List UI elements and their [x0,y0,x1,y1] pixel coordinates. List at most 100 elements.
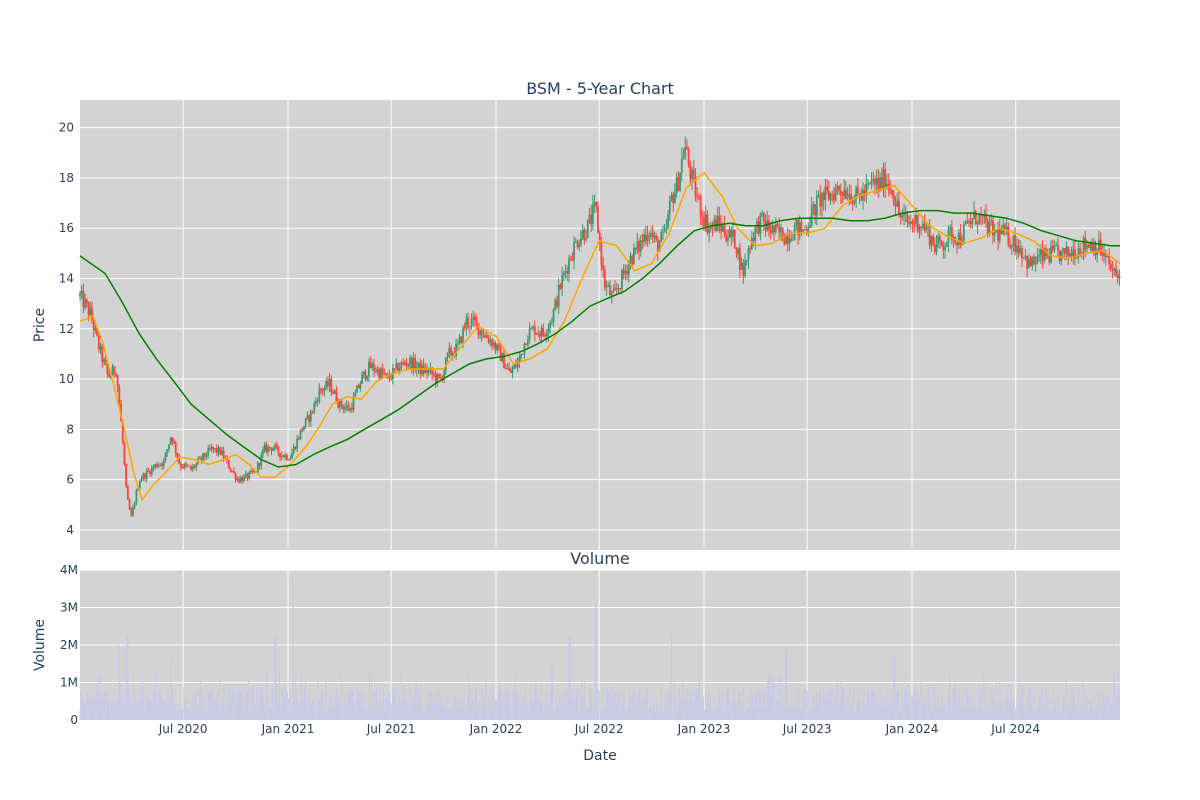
volume-bar [370,708,372,720]
candle-body [706,214,709,233]
candle-body [950,227,953,241]
volume-bar [298,700,300,720]
volume-bar [152,702,154,720]
candle-body [932,236,934,245]
candle-body [246,473,249,479]
volume-bar [308,689,310,720]
volume-bar [423,712,425,720]
candle-body [87,303,90,316]
volume-bar [1030,693,1032,720]
volume-bar [297,698,299,720]
volume-bar [327,708,329,720]
candle-body [737,248,740,254]
candle-body [981,215,984,217]
volume-bar [1003,711,1005,720]
candle-body [870,180,873,183]
volume-bar [565,688,567,720]
volume-bar [633,688,635,720]
volume-bar [379,689,381,720]
volume-bar [349,693,351,720]
candle-body [790,238,793,241]
candle-body [147,470,150,472]
candle-body [356,385,358,393]
candle-body [491,339,493,347]
volume-bar [503,692,505,720]
volume-bar [943,704,945,720]
volume-bar [551,663,553,720]
volume-bar [1008,698,1010,720]
volume-bar [952,687,954,720]
candle-body [191,466,194,470]
candle-body [887,183,890,189]
volume-bar [927,688,929,720]
volume-bar [157,709,159,720]
volume-bar [959,697,961,720]
volume-bar [421,704,423,720]
candle-body [836,186,839,189]
volume-bar [835,696,837,720]
candle-body [397,363,399,373]
volume-bar [413,699,415,720]
volume-bar [782,695,784,720]
candle-body [443,370,446,380]
candle-body [409,357,411,365]
volume-bar [381,708,383,720]
candle-body [595,202,598,208]
candle-body [248,472,251,479]
volume-bar [593,698,595,720]
candle-body [621,270,623,290]
volume-bar [1072,693,1074,720]
candle-body [231,470,234,472]
volume-bar [331,711,333,720]
volume-bar [591,687,593,720]
volume-bar [857,689,859,720]
date-tick-label: Jan 2021 [261,722,315,736]
volume-bar [204,697,206,720]
volume-bar [664,693,666,720]
candle-body [178,458,181,464]
volume-bar [723,712,725,720]
volume-bar [391,688,393,720]
candle-body [209,448,211,450]
candle-body [824,186,827,200]
volume-bar [574,688,576,720]
volume-bar [807,697,809,720]
volume-bar [325,679,327,720]
volume-bar [1026,697,1028,720]
volume-bar [234,695,236,720]
candle-body [810,207,813,226]
volume-bar [182,709,184,720]
volume-bar [995,681,997,720]
candle-body [622,270,625,275]
candle-body [771,225,774,234]
volume-bar [513,693,515,720]
volume-bar [641,696,643,720]
volume-bar [453,697,455,720]
volume-bar [806,691,808,720]
volume-bar [843,687,845,720]
volume-bar [937,689,939,720]
volume-bar [274,637,276,720]
volume-bar [463,694,465,720]
volume-bar [957,709,959,720]
volume-bar [685,699,687,720]
candle-body [167,444,170,450]
volume-bar [963,705,965,720]
candle-body [528,328,531,340]
candle-body [829,194,832,201]
volume-bar [756,695,758,720]
candle-body [1017,245,1020,254]
volume-bar [448,709,450,720]
volume-bar [468,674,470,720]
volume-bar [544,699,546,720]
candle-body [908,221,911,224]
candle-body [544,335,546,337]
candle-body [651,232,654,238]
candle-body [407,364,410,366]
volume-bar [844,702,846,720]
candle-body [725,235,728,241]
volume-bar [580,675,582,720]
candle-body [822,192,825,200]
candle-body [509,370,512,373]
candle-body [267,446,269,453]
